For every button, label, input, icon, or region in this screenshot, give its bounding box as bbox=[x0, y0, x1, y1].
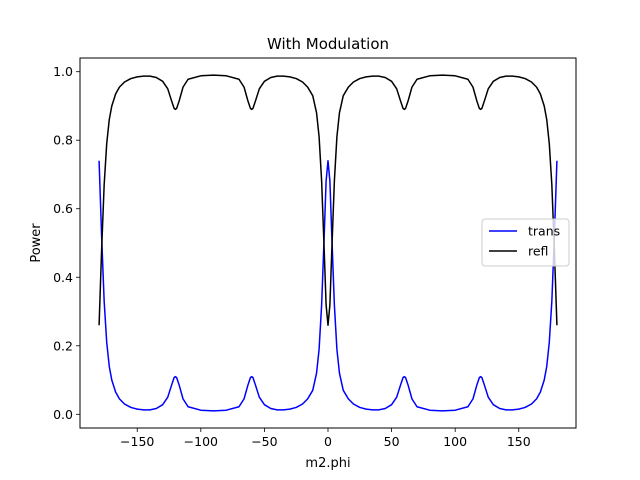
y-tick-label: 0.0 bbox=[53, 407, 73, 422]
chart-title: With Modulation bbox=[267, 35, 389, 53]
x-tick-label: 50 bbox=[384, 434, 400, 449]
series-layer bbox=[98, 74, 558, 412]
y-axis: 0.0 0.2 0.4 0.6 0.8 1.0 bbox=[53, 64, 80, 422]
legend-label-refl: refl bbox=[528, 244, 548, 259]
x-tick-label: 150 bbox=[507, 434, 531, 449]
y-tick-label: 0.4 bbox=[53, 270, 73, 285]
y-tick-label: 0.8 bbox=[53, 133, 73, 148]
x-tick-label: 100 bbox=[443, 434, 467, 449]
series-line-refl bbox=[98, 74, 558, 326]
legend-label-trans: trans bbox=[528, 224, 560, 239]
x-tick-label: −100 bbox=[184, 434, 218, 449]
y-tick-label: 1.0 bbox=[53, 64, 73, 79]
series-line-trans bbox=[98, 160, 558, 412]
x-tick-label: 0 bbox=[324, 434, 332, 449]
x-tick-label: −150 bbox=[120, 434, 154, 449]
y-tick-label: 0.2 bbox=[53, 338, 73, 353]
legend: trans refl bbox=[481, 218, 570, 267]
y-axis-label: Power bbox=[29, 223, 44, 263]
y-tick-label: 0.6 bbox=[53, 201, 73, 216]
x-axis-label: m2.phi bbox=[305, 456, 350, 471]
x-axis: −150 −100 −50 0 50 100 150 bbox=[120, 428, 531, 449]
x-tick-label: −50 bbox=[251, 434, 277, 449]
